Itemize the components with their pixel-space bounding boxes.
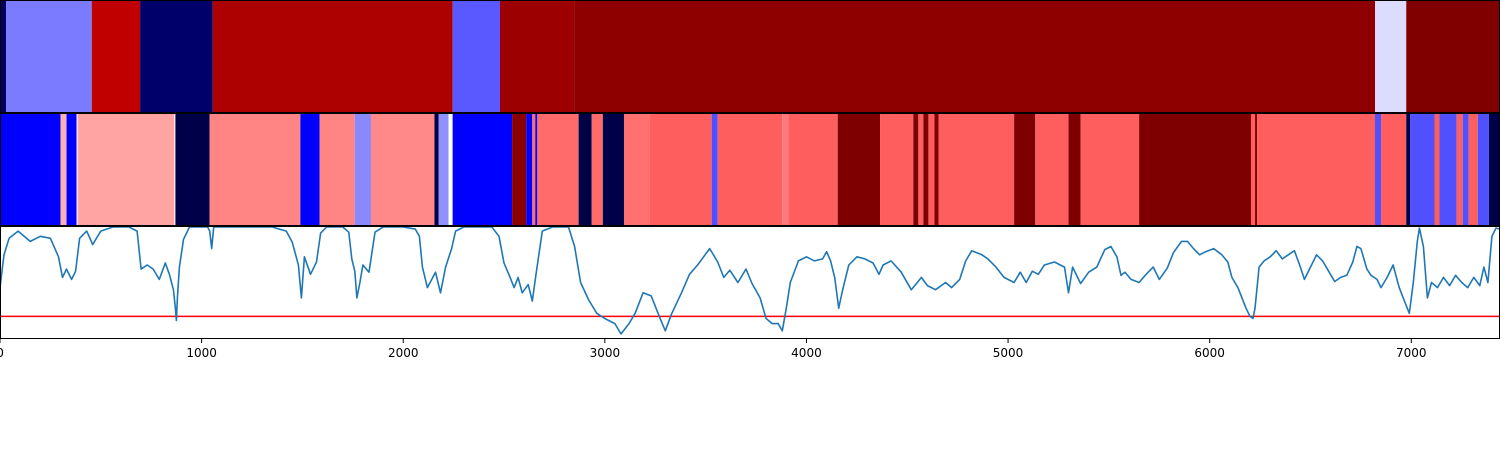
x-tick-label: 5000 [993, 346, 1024, 360]
heatmap-cell [452, 0, 500, 113]
heatmap-cell [212, 0, 453, 113]
x-tick-label: 2000 [388, 346, 419, 360]
heatmap-cell [319, 113, 355, 226]
heatmap-cell [1406, 113, 1411, 226]
heatmap-cell [782, 113, 789, 226]
line-plot-panel [0, 226, 1500, 339]
x-axis: 0 1000 2000 3000 4000 5000 6000 7000 [0, 339, 1427, 360]
heatmap-cell [578, 113, 592, 226]
heatmap-cell [448, 113, 453, 226]
heatmap-cell [76, 113, 78, 226]
x-tick-label: 7000 [1396, 346, 1427, 360]
heatmap-cell [500, 0, 575, 113]
heatmap-cell [1434, 113, 1440, 226]
heatmap-cell [711, 113, 718, 226]
heatmap-cell [591, 113, 603, 226]
heatmap-cell [1488, 113, 1500, 226]
heatmap-cell [0, 0, 7, 113]
heatmap-cell [175, 113, 210, 226]
heatmap-cell [1139, 113, 1252, 226]
heatmap-cell [512, 113, 527, 226]
heatmap-cell [370, 113, 435, 226]
heatmap-cell [6, 0, 92, 113]
heatmap-cell [1375, 0, 1407, 113]
heatmap-cell [1456, 113, 1463, 226]
heatmap-cell [1375, 113, 1382, 226]
heatmap-cell [452, 113, 513, 226]
heatmap-track-1 [0, 0, 1500, 113]
heatmap-cell [1468, 113, 1478, 226]
heatmap-cell [1035, 113, 1069, 226]
heatmap-cell [66, 113, 77, 226]
heatmap-cell [1410, 113, 1435, 226]
heatmap-cell [140, 0, 213, 113]
heatmap-cell [928, 113, 935, 226]
heatmap-cell [209, 113, 301, 226]
heatmap-cell [717, 113, 783, 226]
heatmap-cell [649, 113, 712, 226]
heatmap-cell [1251, 113, 1256, 226]
x-tick-label: 3000 [590, 346, 621, 360]
heatmap-cell [788, 113, 838, 226]
heatmap-track-2 [0, 113, 1500, 226]
heatmap-cell [1439, 113, 1457, 226]
heatmap-cell [1068, 113, 1081, 226]
heatmap-cell [602, 113, 624, 226]
heatmap-cell [1406, 0, 1500, 113]
heatmap-cell [923, 113, 929, 226]
heatmap-cell [77, 113, 175, 226]
heatmap-cell [880, 113, 914, 226]
heatmap-cell [1257, 113, 1375, 226]
heatmap-cell [918, 113, 924, 226]
heatmap-cell [1014, 113, 1036, 226]
x-tick-label: 1000 [186, 346, 217, 360]
heatmap-cell [1080, 113, 1140, 226]
heatmap-cell [434, 113, 439, 226]
heatmap-cell [438, 113, 449, 226]
x-tick-label: 4000 [791, 346, 822, 360]
heatmap-cell [526, 113, 533, 226]
heatmap-cell [300, 113, 320, 226]
x-tick-label: 0 [0, 346, 4, 360]
heatmap-cell [91, 0, 141, 113]
heatmap-cell [174, 113, 176, 226]
heatmap-cell [0, 113, 61, 226]
heatmap-cell [938, 113, 1015, 226]
heatmap-cell [1477, 113, 1489, 226]
heatmap-cell [1255, 113, 1258, 226]
heatmap-cell [623, 113, 650, 226]
heatmap-cell [1462, 113, 1469, 226]
heatmap-cell [535, 113, 538, 226]
heatmap-cell [934, 113, 939, 226]
heatmap-cell [837, 113, 881, 226]
plot-background [0, 226, 1500, 339]
series-line [0, 226, 1500, 335]
heatmap-cell [1381, 113, 1407, 226]
heatmap-cell [913, 113, 919, 226]
heatmap-cell [354, 113, 371, 226]
heatmap-cell [537, 113, 579, 226]
heatmap-cell [574, 0, 1375, 113]
heatmap-cell [532, 113, 536, 226]
heatmap-cell [60, 113, 67, 226]
x-tick-label: 6000 [1194, 346, 1225, 360]
